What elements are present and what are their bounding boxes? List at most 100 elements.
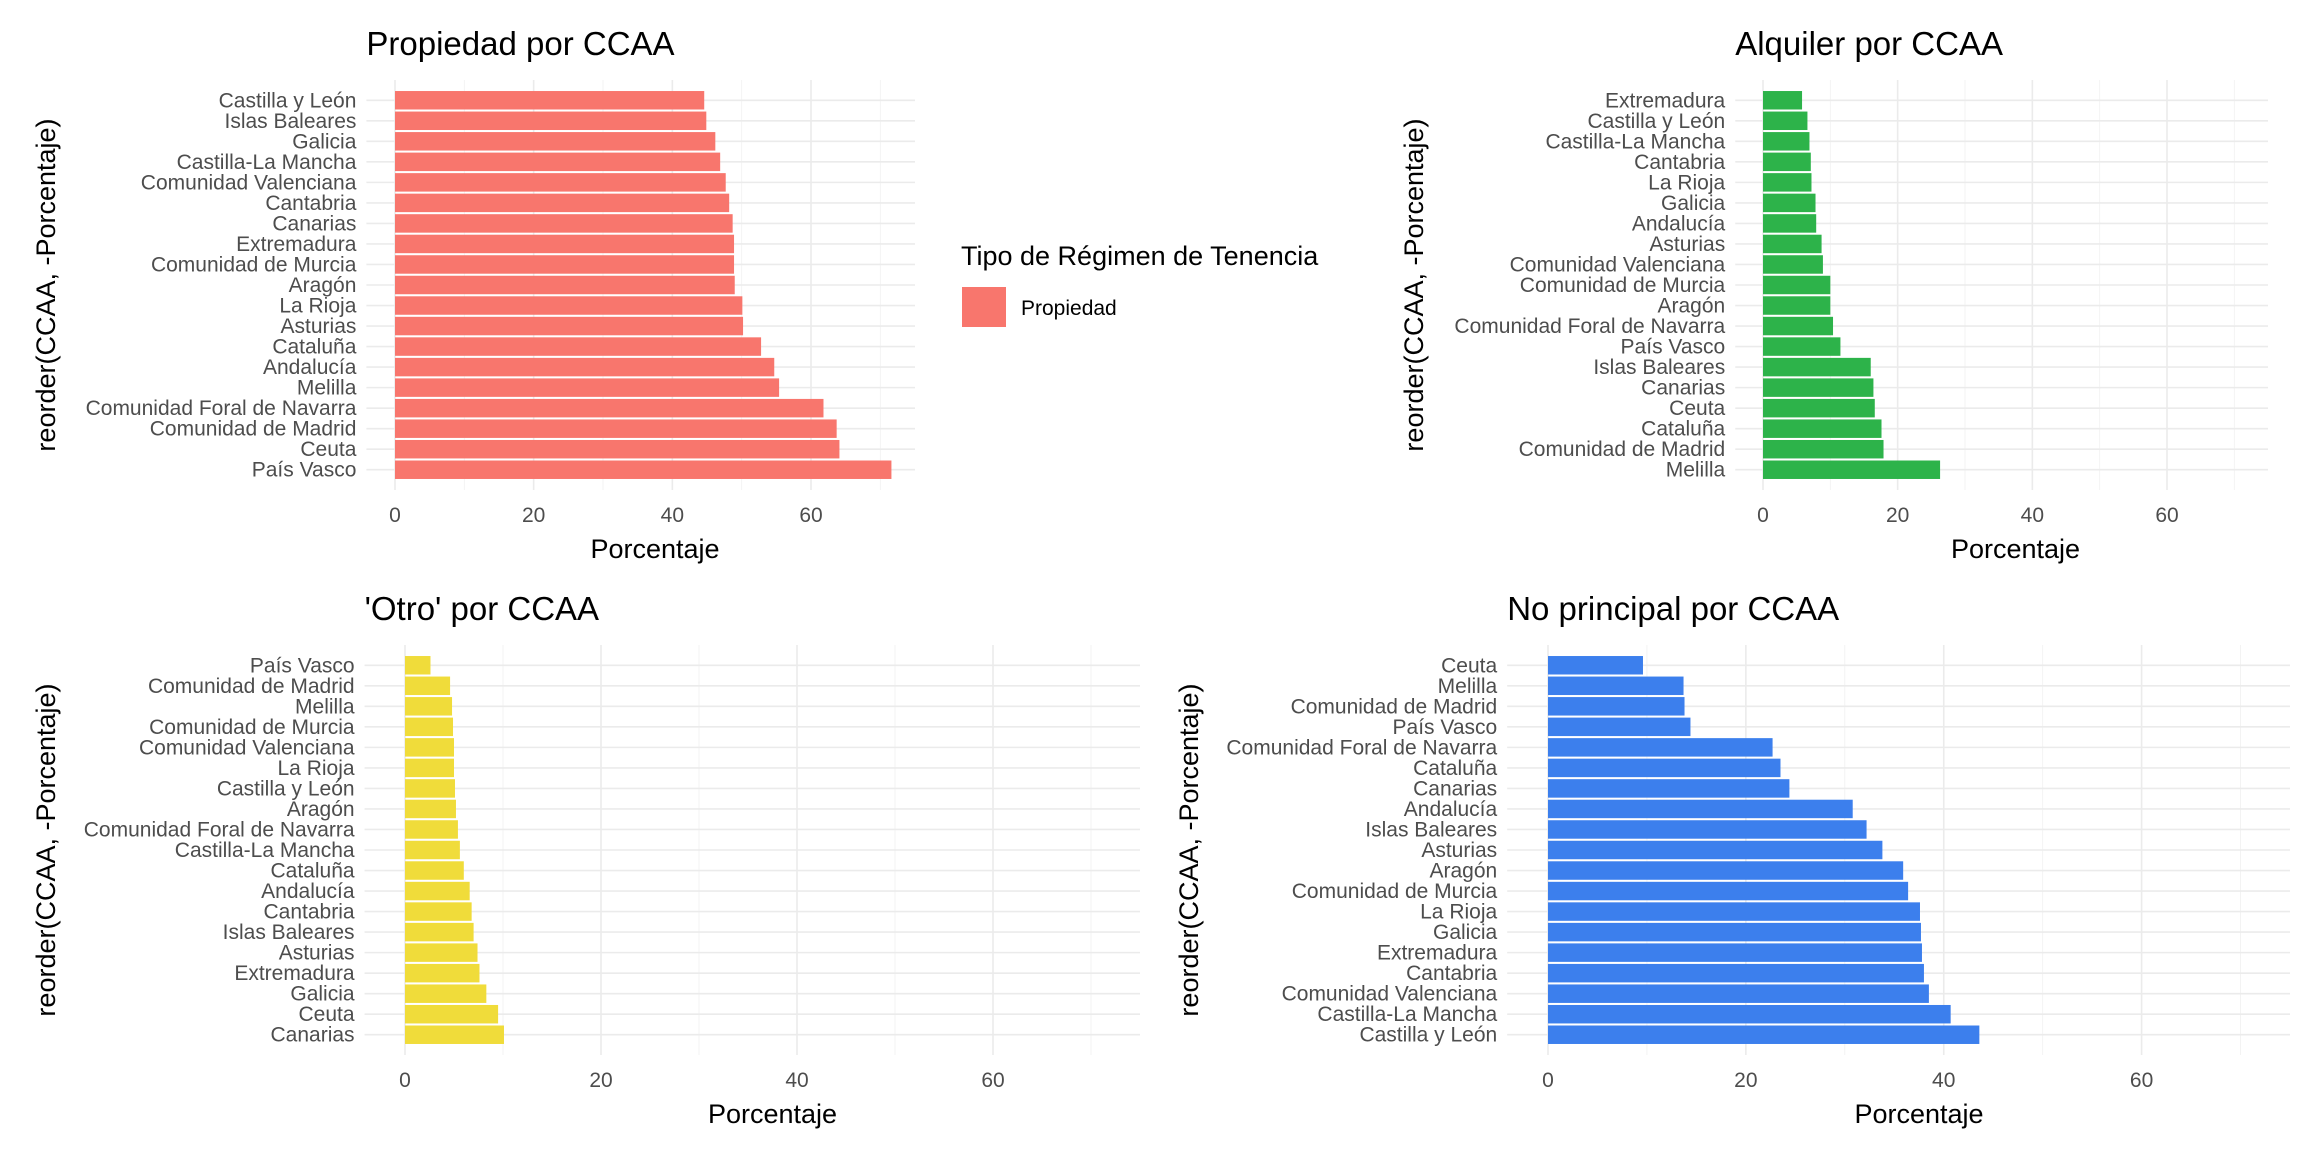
category-label: Ceuta: [300, 438, 356, 461]
bar: [405, 840, 460, 860]
bar: [1763, 193, 1816, 213]
x-tick-label: 0: [389, 504, 401, 527]
bar: [405, 963, 480, 983]
category-label: Castilla y León: [219, 89, 357, 112]
x-axis-title: Porcentaje: [708, 1099, 837, 1129]
category-label: País Vasco: [252, 459, 357, 482]
x-tick-label: 20: [1734, 1069, 1757, 1092]
category-label: Extremadura: [234, 962, 355, 985]
x-tick-label: 20: [589, 1069, 612, 1092]
category-label: Andalucía: [263, 356, 357, 379]
legend: Tipo de Régimen de Tenencia Propiedad: [961, 241, 1319, 327]
x-tick-label: 40: [1932, 1069, 1955, 1092]
bar: [1763, 132, 1810, 151]
category-label: Comunidad Foral de Navarra: [84, 818, 355, 841]
bar: [1763, 316, 1834, 336]
category-label: Comunidad de Murcia: [1520, 274, 1726, 297]
category-label: Asturias: [279, 942, 355, 965]
category-label: Islas Baleares: [1593, 356, 1725, 379]
category-label: Comunidad Valenciana: [1510, 253, 1726, 276]
x-axis-title: Porcentaje: [1951, 534, 2080, 564]
x-tick-label: 0: [399, 1069, 411, 1092]
category-label: Ceuta: [299, 1003, 355, 1026]
bar: [1763, 439, 1884, 459]
bar: [395, 337, 762, 356]
category-label: Comunidad de Madrid: [150, 418, 357, 441]
category-label: Cataluña: [271, 860, 355, 883]
category-label: La Rioja: [279, 295, 356, 318]
legend-key-propiedad: [962, 287, 1006, 327]
bar: [1763, 296, 1831, 315]
bar: [395, 132, 716, 151]
chart-title: No principal por CCAA: [1507, 590, 1839, 627]
bar: [395, 111, 707, 131]
category-label: Islas Baleares: [223, 921, 355, 944]
category-label: Cataluña: [1641, 418, 1725, 441]
bar: [1763, 419, 1882, 438]
chart-title: 'Otro' por CCAA: [365, 590, 600, 627]
x-tick-label: 40: [785, 1069, 808, 1092]
category-label: Comunidad Foral de Navarra: [1226, 736, 1497, 759]
bar: [1763, 234, 1822, 254]
category-label: Comunidad Valenciana: [1282, 983, 1498, 1006]
category-label: Comunidad de Murcia: [151, 253, 357, 276]
category-label: Extremadura: [236, 233, 357, 256]
bar: [395, 255, 735, 274]
bar: [405, 738, 454, 757]
bar: [1763, 214, 1817, 233]
bar: [395, 193, 730, 213]
category-label: Castilla-La Mancha: [175, 839, 355, 862]
bar: [1548, 758, 1781, 778]
bar: [1548, 820, 1867, 839]
category-label: Canarias: [1413, 777, 1497, 800]
bar: [405, 820, 458, 839]
bar: [1763, 460, 1941, 479]
category-label: Comunidad Foral de Navarra: [86, 397, 357, 420]
category-label: Castilla-La Mancha: [1545, 130, 1725, 153]
category-label: Melilla: [297, 377, 357, 400]
category-label: Melilla: [295, 695, 355, 718]
category-label: Castilla y León: [1359, 1024, 1497, 1047]
x-tick-label: 60: [2155, 504, 2178, 527]
category-label: Cantabria: [264, 901, 355, 924]
category-label: Cataluña: [272, 336, 356, 359]
bar: [405, 697, 453, 716]
bar: [395, 378, 780, 397]
category-label: Andalucía: [1404, 798, 1498, 821]
category-label: Aragón: [1658, 295, 1726, 318]
chart-panels: Castilla y León Islas Baleares Galicia Cast…: [31, 25, 2290, 1129]
x-tick-label: 0: [1757, 504, 1769, 527]
bar: [405, 861, 464, 880]
bar: [1548, 738, 1773, 757]
bar: [1548, 881, 1909, 901]
bar: [1763, 378, 1874, 397]
bar: [1548, 943, 1922, 962]
category-label: Andalucía: [261, 880, 355, 903]
bar: [1763, 91, 1803, 110]
x-tick-label: 20: [1886, 504, 1909, 527]
category-label: País Vasco: [1393, 716, 1498, 739]
bar: [395, 234, 735, 254]
y-axis-title: reorder(CCAA, -Porcentaje): [1399, 118, 1429, 451]
category-label: Canarias: [1641, 377, 1725, 400]
category-label: Cataluña: [1413, 757, 1497, 780]
category-label: Asturias: [281, 315, 357, 338]
category-label: Galicia: [290, 983, 355, 1006]
bar: [405, 881, 470, 901]
bar: [395, 398, 824, 418]
category-label: Asturias: [1421, 839, 1497, 862]
category-label: Cantabria: [1406, 962, 1497, 985]
bar: [1548, 902, 1920, 921]
category-label: La Rioja: [1420, 901, 1497, 924]
bar: [405, 799, 456, 819]
category-label: Comunidad Valenciana: [139, 736, 355, 759]
category-label: Galicia: [1433, 921, 1498, 944]
category-label: Comunidad de Madrid: [1291, 695, 1498, 718]
x-tick-label: 20: [522, 504, 545, 527]
category-label: Comunidad Valenciana: [141, 171, 357, 194]
category-label: Extremadura: [1605, 89, 1726, 112]
bar: [1763, 275, 1831, 295]
